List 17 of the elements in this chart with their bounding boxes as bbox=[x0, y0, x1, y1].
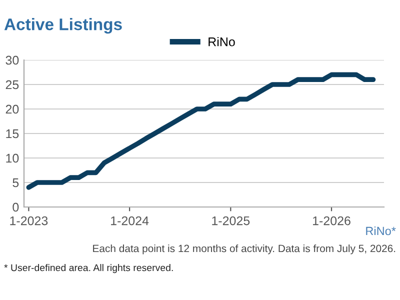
text: Each data point is 12 months of activity. Data is from July 5, 2026. bbox=[93, 244, 396, 254]
y-tick-label: 20 bbox=[6, 104, 19, 114]
x-tick-label: 1-2024 bbox=[111, 216, 149, 226]
y-tick-label: 10 bbox=[6, 154, 19, 163]
legend-label: RiNo bbox=[208, 37, 235, 46]
y-tick-label: 5 bbox=[12, 178, 19, 188]
x-tick-label: 1-2023 bbox=[10, 216, 48, 226]
y-tick-label: 15 bbox=[6, 129, 19, 138]
y-tick-label: 25 bbox=[6, 80, 19, 90]
x-tick-label: 1-2026 bbox=[313, 216, 350, 226]
x-tick-label: 1-2025 bbox=[212, 216, 250, 226]
y-tick-label: 0 bbox=[12, 202, 19, 212]
text: * User-defined area. All rights reserved. bbox=[4, 264, 173, 274]
chart-title: Active Listings bbox=[4, 18, 122, 34]
y-tick-label: 30 bbox=[6, 56, 19, 65]
text: RiNo* bbox=[366, 226, 396, 236]
line-series bbox=[26, 72, 376, 190]
